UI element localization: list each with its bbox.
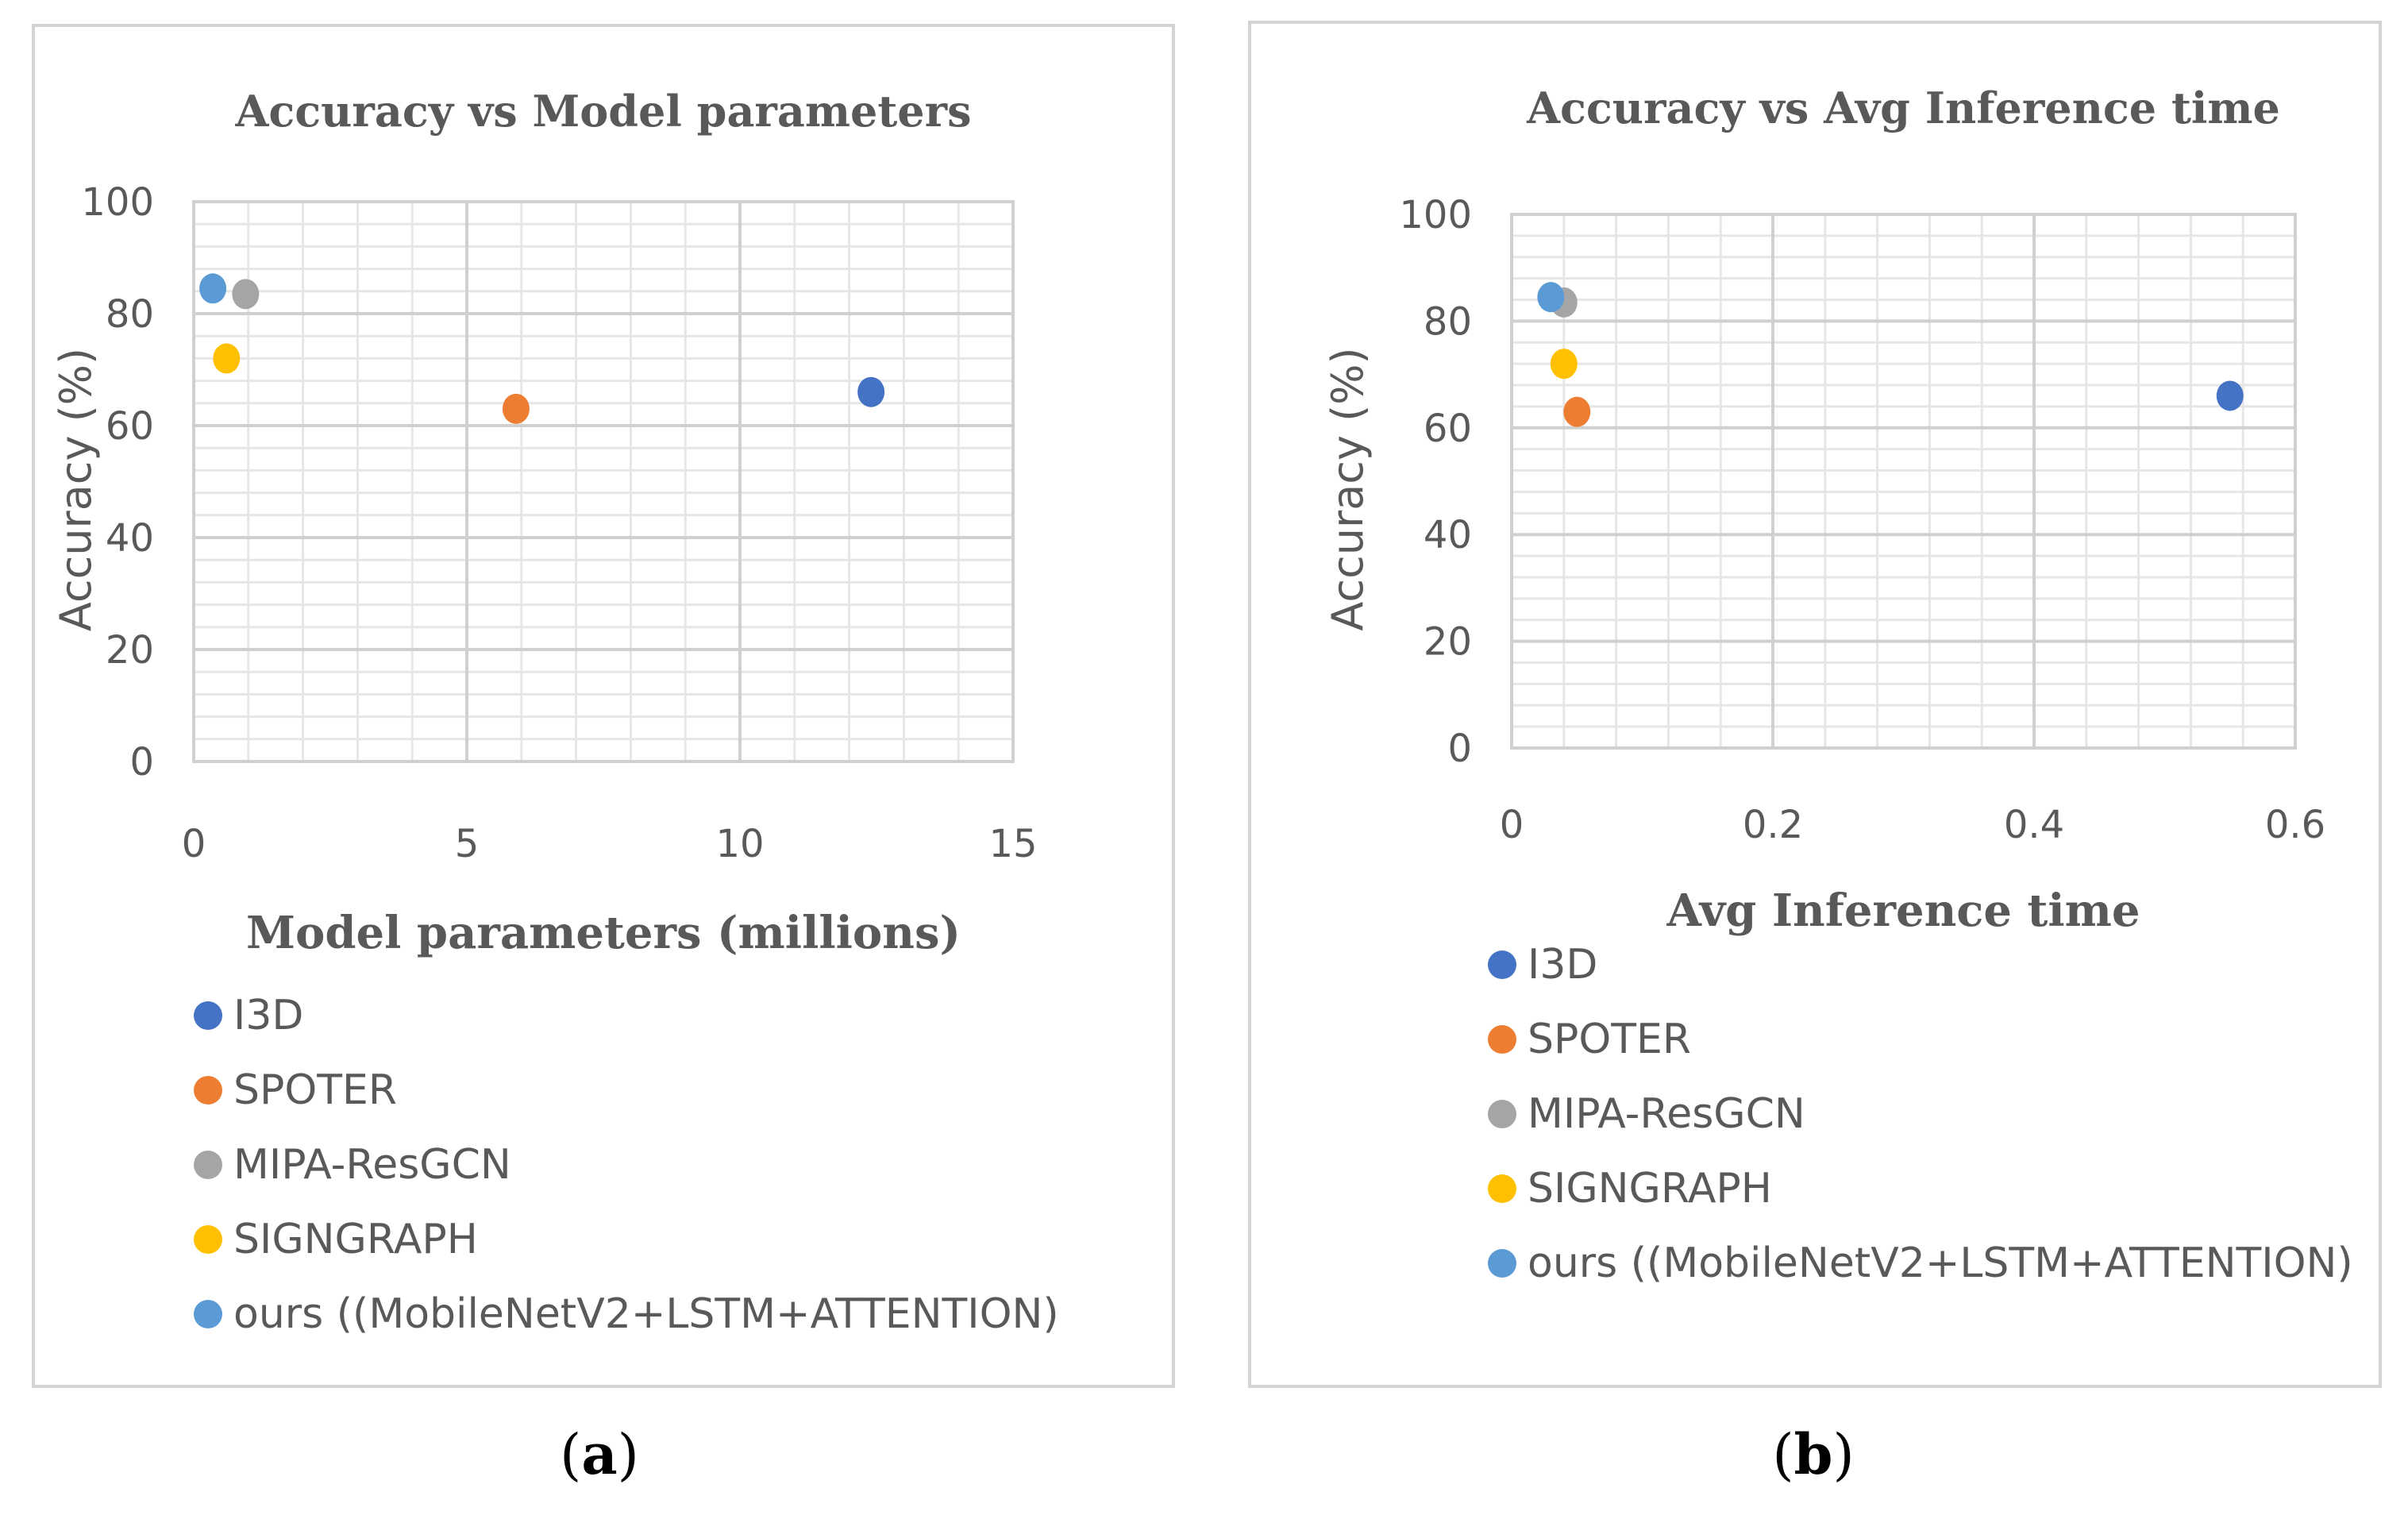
y-tick-label-b: 100 (1399, 193, 1472, 237)
data-point-i3d (857, 376, 885, 407)
scatter-chart-b: Accuracy vs Avg Inference time 0 0.2 0.4 0.6… (1323, 83, 2325, 937)
chart-panel-b: Accuracy vs Avg Inference time 0 0.2 0.4 0.6… (1248, 21, 2382, 1388)
legend-label: I3D (233, 992, 304, 1039)
legend-marker-icon (194, 1225, 222, 1254)
legend-item: SIGNGRAPH (1488, 1151, 2353, 1226)
data-point-signgraph (213, 343, 241, 374)
scatter-chart-a: Accuracy vs Model parameters 0 5 10 15 0 20 40 6… (51, 86, 1038, 959)
y-tick-label-b: 20 (1424, 620, 1472, 665)
y-tick-label-b: 80 (1424, 299, 1472, 344)
y-axis-title-b: Accuracy (%) (1323, 347, 1373, 630)
data-point-ours-mobilenetv2-lstm-attention (199, 273, 227, 304)
legend-b: I3D SPOTER MIPA-ResGCN SIGNGRAPH ours ((Mobi… (1488, 927, 2353, 1301)
legend-label: MIPA-ResGCN (233, 1141, 511, 1189)
legend-marker-icon (1488, 1025, 1516, 1054)
x-axis-title-b: Avg Inference time (1666, 885, 2140, 937)
legend-marker-icon (1488, 1174, 1516, 1203)
legend-marker-icon (194, 1001, 222, 1030)
x-axis-title-a: Model parameters (millions) (246, 907, 961, 959)
legend-label: SPOTER (1528, 1016, 1692, 1063)
x-tick-label-b: 0 (1500, 803, 1524, 847)
y-tick-label-a: 20 (106, 628, 154, 673)
chart-title-b: Accuracy vs Avg Inference time (1526, 83, 2280, 133)
legend-item: I3D (1488, 927, 2353, 1002)
legend-item: MIPA-ResGCN (1488, 1077, 2353, 1151)
legend-item: SPOTER (194, 1053, 1059, 1128)
gridlines-a (192, 200, 1015, 763)
data-point-i3d (2216, 380, 2244, 411)
legend-item: I3D (194, 978, 1059, 1053)
data-point-spoter (1563, 396, 1591, 427)
plot-area-b (1510, 213, 2297, 750)
y-tick-label-a: 0 (129, 740, 154, 785)
legend-item: SPOTER (1488, 1002, 2353, 1077)
legend-item: MIPA-ResGCN (194, 1128, 1059, 1202)
x-tick-label-a: 10 (715, 822, 764, 866)
legend-label: SIGNGRAPH (1528, 1165, 1772, 1213)
x-tick-label-a: 15 (988, 822, 1037, 866)
plot-area-a (192, 200, 1015, 763)
legend-marker-icon (1488, 950, 1516, 979)
x-tick-label-a: 5 (455, 822, 480, 866)
y-tick-label-a: 100 (81, 180, 154, 225)
y-axis-title-a: Accuracy (%) (51, 348, 101, 631)
legend-marker-icon (194, 1300, 222, 1328)
legend-marker-icon (194, 1076, 222, 1105)
legend-item: ours ((MobileNetV2+LSTM+ATTENTION) (1488, 1226, 2353, 1301)
y-tick-label-b: 0 (1447, 727, 1472, 771)
y-tick-label-a: 40 (106, 516, 154, 561)
chart-panel-a: Accuracy vs Model parameters 0 5 10 15 0 20 40 6… (32, 24, 1175, 1388)
legend-item: SIGNGRAPH (194, 1202, 1059, 1277)
data-point-ours-mobilenetv2-lstm-attention (1537, 282, 1565, 313)
legend-item: ours ((MobileNetV2+LSTM+ATTENTION) (194, 1277, 1059, 1351)
legend-marker-icon (194, 1151, 222, 1179)
legend-label: MIPA-ResGCN (1528, 1090, 1805, 1138)
y-tick-label-b: 60 (1424, 407, 1472, 451)
data-point-mipa-resgcn (232, 279, 260, 310)
y-tick-label-a: 60 (106, 404, 154, 449)
legend-marker-icon (1488, 1249, 1516, 1278)
legend-label: ours ((MobileNetV2+LSTM+ATTENTION) (1528, 1239, 2353, 1287)
caption-b: (b) (1772, 1421, 1855, 1487)
legend-label: ours ((MobileNetV2+LSTM+ATTENTION) (233, 1290, 1059, 1338)
x-tick-label-b: 0.2 (1743, 803, 1803, 847)
data-point-signgraph (1550, 349, 1578, 380)
legend-label: SIGNGRAPH (233, 1216, 478, 1263)
x-tick-label-a: 0 (182, 822, 206, 866)
caption-a: (a) (560, 1421, 639, 1487)
chart-title-a: Accuracy vs Model parameters (234, 86, 971, 137)
legend-a: I3D SPOTER MIPA-ResGCN SIGNGRAPH ours ((Mobi… (194, 978, 1059, 1351)
y-tick-label-a: 80 (106, 292, 154, 337)
legend-marker-icon (1488, 1100, 1516, 1128)
data-point-spoter (502, 393, 530, 424)
legend-label: I3D (1528, 941, 1598, 989)
legend-label: SPOTER (233, 1066, 398, 1114)
x-tick-label-b: 0.4 (2004, 803, 2064, 847)
y-tick-label-b: 40 (1424, 513, 1472, 557)
gridlines-b (1510, 213, 2297, 750)
x-tick-label-b: 0.6 (2265, 803, 2325, 847)
